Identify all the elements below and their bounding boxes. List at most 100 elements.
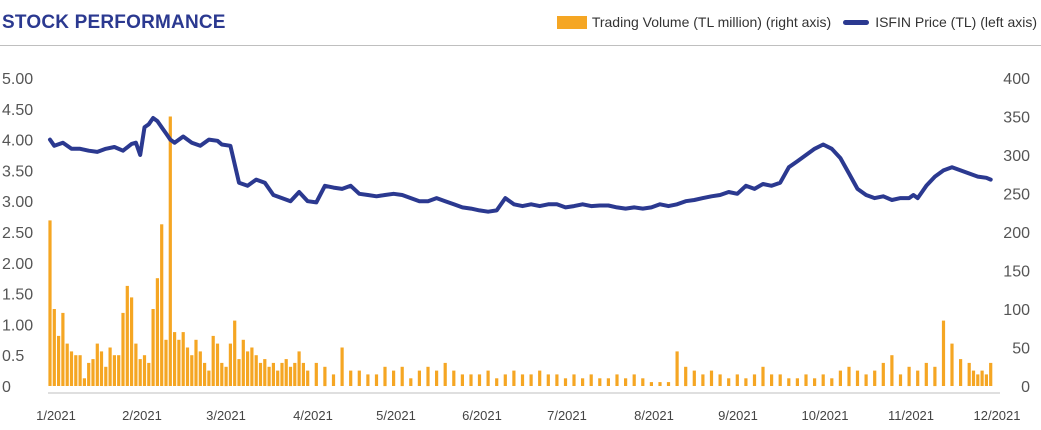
volume-bar (641, 378, 645, 386)
volume-bar (383, 366, 387, 387)
x-axis: 1/2021 2/2021 3/2021 4/2021 5/2021 6/2021 7/20… (36, 392, 1021, 423)
volume-bar (258, 362, 263, 386)
volume-bars (48, 116, 993, 387)
volume-bar (761, 366, 765, 387)
y-left-tick-label: 1.00 (2, 317, 33, 334)
y-left-tick-label: 4.00 (2, 133, 33, 150)
volume-bar (164, 339, 168, 386)
volume-bar (675, 351, 679, 386)
volume-bar (211, 335, 215, 386)
volume-bar (215, 343, 220, 386)
volume-bar (288, 366, 293, 387)
volume-bar (181, 332, 185, 386)
volume-bar (495, 378, 499, 386)
volume-bar (933, 366, 937, 387)
volume-bar (108, 347, 112, 386)
volume-bar (198, 351, 202, 386)
volume-bar (331, 374, 336, 386)
volume-bar (666, 382, 671, 386)
volume-bar (512, 370, 516, 386)
volume-bar (443, 362, 447, 386)
volume-bar (134, 343, 138, 386)
volume-bar (78, 355, 82, 386)
volume-bar (241, 339, 245, 386)
y-left-tick-label: 2.00 (2, 256, 33, 273)
volume-bar (589, 374, 593, 386)
volume-bar (684, 366, 688, 387)
volume-bar (52, 309, 56, 386)
volume-bar (323, 366, 327, 387)
volume-bar (138, 359, 142, 386)
volume-bar (357, 370, 361, 386)
volume-bar (787, 378, 791, 386)
volume-bar (709, 370, 714, 386)
volume-bar (924, 362, 928, 386)
y-axis-right: 400 350 300 250 200 150 100 50 0 (1003, 71, 1030, 396)
volume-bar (207, 370, 211, 386)
volume-bar (228, 343, 232, 386)
volume-bar (907, 366, 911, 387)
x-tick-label: 3/2021 (206, 408, 246, 423)
volume-bar (967, 362, 971, 386)
volume-bar (795, 378, 799, 386)
volume-bar (160, 224, 164, 386)
volume-bar (177, 339, 181, 386)
volume-bar (950, 343, 954, 386)
volume-bar (271, 362, 275, 386)
y-left-tick-label: 3.00 (2, 194, 33, 211)
x-tick-label: 10/2021 (802, 408, 849, 423)
volume-bar (117, 355, 121, 386)
legend-item-volume: Trading Volume (TL million) (right axis) (556, 14, 831, 30)
y-left-tick-label: 4.50 (2, 102, 33, 119)
volume-bar (804, 374, 808, 386)
volume-bar (301, 362, 305, 386)
volume-bar (718, 374, 722, 386)
y-right-tick-label: 200 (1003, 225, 1030, 242)
volume-bar (976, 374, 980, 386)
volume-bar (142, 355, 147, 386)
volume-bar (314, 362, 318, 386)
volume-bar (69, 351, 74, 386)
legend-swatch-price (843, 19, 870, 25)
volume-bar (632, 374, 636, 386)
price-line (48, 116, 993, 214)
x-tick-label: 12/2021 (974, 408, 1021, 423)
volume-bar (916, 370, 920, 386)
volume-bar (546, 374, 550, 386)
x-tick-label: 6/2021 (462, 408, 502, 423)
volume-bar (349, 370, 353, 386)
volume-bar (254, 355, 258, 386)
volume-bar (563, 378, 568, 386)
volume-bar (87, 362, 91, 386)
chart-legend: Trading Volume (TL million) (right axis)… (545, 14, 1037, 30)
volume-bar (864, 374, 868, 386)
volume-bar (297, 351, 301, 386)
volume-bar (112, 355, 116, 386)
volume-bar (838, 370, 842, 386)
volume-bar (770, 374, 774, 386)
x-tick-label: 2/2021 (122, 408, 162, 423)
volume-bar (971, 370, 976, 386)
volume-bar (91, 359, 95, 386)
x-tick-label: 8/2021 (634, 408, 674, 423)
volume-bar (276, 370, 280, 386)
volume-bar (57, 335, 61, 386)
volume-bar (735, 374, 739, 386)
x-tick-label: 5/2021 (376, 408, 416, 423)
volume-bar (366, 374, 370, 386)
volume-bar (649, 382, 653, 386)
volume-bar (503, 374, 507, 386)
y-right-tick-label: 0 (1021, 379, 1030, 396)
y-right-tick-label: 100 (1003, 302, 1030, 319)
volume-bar (185, 347, 190, 386)
volume-bar (538, 370, 542, 386)
volume-bar (598, 378, 602, 386)
volume-bar (250, 347, 254, 386)
volume-bar (400, 366, 404, 387)
volume-bar (151, 309, 155, 386)
volume-bar (426, 366, 430, 387)
volume-bar (898, 374, 903, 386)
legend-swatch-volume (556, 15, 587, 29)
volume-bar (194, 339, 198, 386)
volume-bar (727, 378, 731, 386)
